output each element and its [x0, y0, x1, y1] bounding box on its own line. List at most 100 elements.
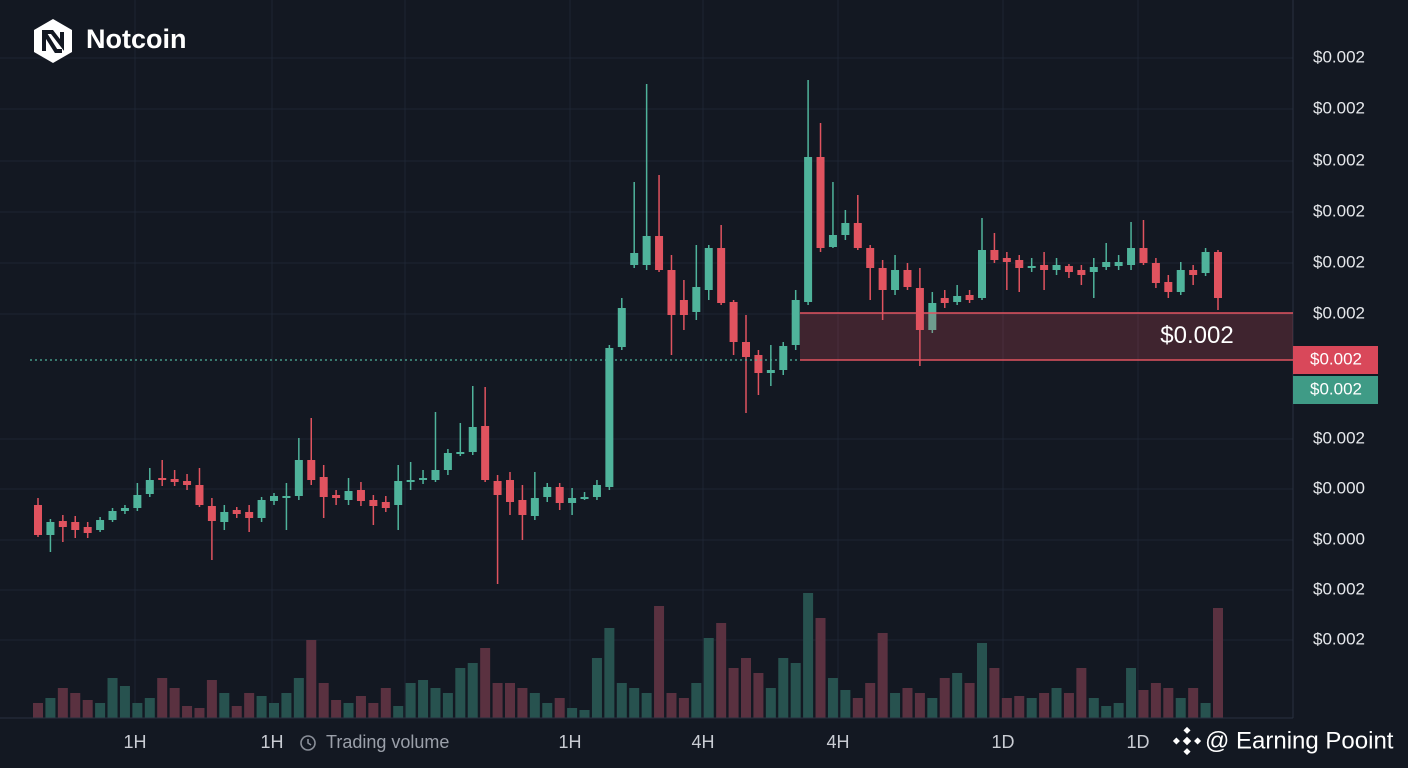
volume-bar	[1001, 698, 1012, 718]
volume-bar	[778, 658, 789, 718]
volume-bar	[678, 698, 689, 718]
volume-bar	[703, 638, 714, 718]
candle-body	[667, 270, 676, 315]
candle-body	[71, 522, 80, 530]
candle-body	[1015, 260, 1024, 268]
volume-bar	[1200, 703, 1211, 718]
y-tick-label: $0.002	[1313, 98, 1365, 117]
candle-body	[207, 506, 216, 521]
volume-bar	[1138, 690, 1149, 718]
volume-bar	[1188, 688, 1199, 718]
price-tag	[1293, 346, 1378, 374]
candle-body	[978, 250, 986, 298]
volume-bar	[206, 680, 217, 718]
candle-body	[965, 295, 974, 300]
volume-bar	[1150, 683, 1161, 718]
candle-body	[518, 500, 527, 515]
volume-bar	[182, 706, 193, 718]
volume-bar	[852, 698, 863, 718]
candle-body	[344, 491, 353, 500]
candle-body	[692, 287, 701, 312]
volume-bar	[82, 700, 93, 718]
candle-body	[158, 478, 167, 480]
marks	[33, 80, 1223, 718]
volume-bar	[492, 683, 503, 718]
candle-body	[1201, 252, 1210, 273]
candle-body	[468, 427, 477, 452]
candle-body	[915, 288, 924, 330]
candle-body	[779, 346, 788, 370]
candle-body	[953, 296, 962, 302]
volume-bar	[157, 678, 168, 718]
volume-bar	[1175, 698, 1186, 718]
candle-body	[1176, 270, 1185, 292]
candle-body	[630, 253, 639, 265]
volume-bar	[542, 703, 553, 718]
x-tick-label: 1H	[558, 732, 581, 752]
volume-bar	[591, 658, 602, 718]
y-tick-label: $0.000	[1313, 478, 1365, 497]
volume-bar	[517, 688, 528, 718]
candle-body	[493, 481, 502, 495]
volume-bar	[281, 693, 292, 718]
y-tick-label: $0.000	[1313, 529, 1365, 548]
volume-bar	[1063, 693, 1074, 718]
volume-bar	[939, 678, 950, 718]
legend-icon-hand	[307, 739, 312, 746]
volume-bar	[790, 663, 801, 718]
candle-body	[195, 485, 204, 505]
volume-bar	[827, 678, 838, 718]
volume-bar	[616, 683, 627, 718]
candle-body	[356, 490, 365, 501]
candle-body	[1052, 265, 1061, 270]
candle-body	[816, 157, 825, 248]
volume-bar	[741, 658, 751, 718]
candle-body	[34, 505, 42, 535]
candle-body	[1139, 248, 1148, 263]
candle-body	[319, 477, 328, 497]
volume-bar	[430, 688, 441, 718]
volume-bar	[293, 678, 304, 718]
legend-icon	[300, 735, 316, 751]
volume-bar	[343, 703, 354, 718]
volume-bar	[716, 623, 727, 718]
legend: Trading volume	[300, 732, 449, 752]
volume-bar	[57, 688, 68, 718]
candle-body	[83, 527, 92, 533]
volume-bar	[1076, 668, 1087, 718]
volume-bar	[219, 693, 230, 718]
candle-body	[1002, 258, 1011, 262]
volume-bar	[691, 683, 702, 718]
volume-bar	[554, 698, 565, 718]
volume-bar	[604, 628, 615, 718]
volume-bar	[132, 703, 143, 718]
volume-bar	[467, 663, 478, 718]
legend-text: Trading volume	[326, 732, 449, 752]
volume-bar	[629, 688, 640, 718]
candle-body	[232, 510, 241, 514]
candle-body	[456, 452, 465, 454]
candle-body	[96, 520, 105, 530]
candle-body	[555, 487, 564, 503]
volume-bar	[95, 703, 106, 718]
candle-body	[245, 512, 254, 518]
volume-bar	[902, 688, 913, 718]
volume-bar	[405, 683, 416, 718]
volume-bar	[442, 693, 453, 718]
candle-body	[543, 487, 552, 497]
volume-bar	[1113, 703, 1124, 718]
volume-bar	[368, 703, 379, 718]
volume-bar	[107, 678, 118, 718]
candle-body	[828, 235, 837, 247]
volume-bar	[119, 686, 130, 718]
candle-body	[481, 426, 490, 480]
volume-bar	[480, 648, 491, 718]
x-tick-label: 1D	[1126, 732, 1149, 752]
candle-body	[294, 460, 303, 496]
volume-bar	[231, 706, 242, 718]
candle-body	[717, 248, 726, 303]
candle-body	[1089, 267, 1098, 272]
candle-body	[381, 502, 390, 508]
y-tick-label: $0.002	[1313, 150, 1365, 169]
candle-body	[1114, 262, 1123, 266]
